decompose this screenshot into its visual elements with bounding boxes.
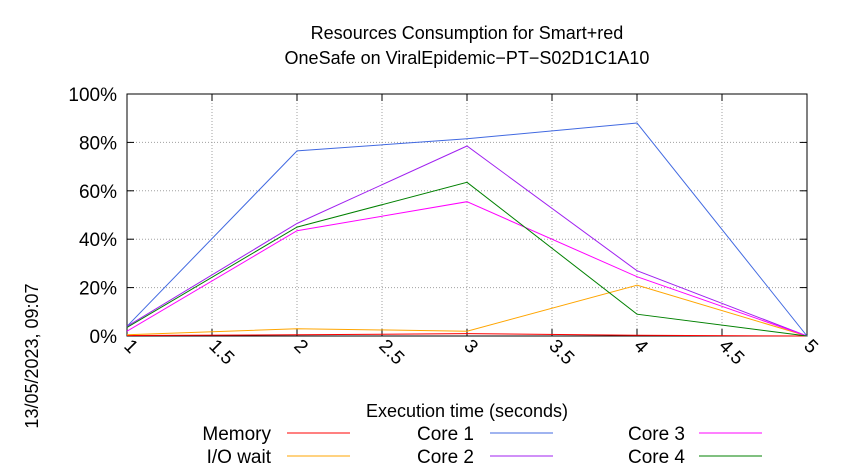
series-lines [126,122,808,337]
grid [127,94,807,336]
series-line-core-1 [126,122,808,337]
x-tick-label: 5 [799,336,821,358]
series-line-memory [126,333,808,337]
x-tick-label: 3 [459,336,481,358]
series-line-core-4 [126,181,808,337]
x-tick-label: 4 [629,336,652,359]
timestamp-label: 13/05/2023, 09:07 [22,283,42,428]
chart-title-line-1: Resources Consumption for Smart+red [311,23,624,43]
y-tick-label: 60% [79,182,117,203]
y-tick-label: 40% [79,230,117,251]
y-tick-label: 100% [68,85,117,106]
y-tick-label: 0% [90,327,118,348]
axis-ticks: 0% 20% 40% 60% 80% 100% 1 1.5 2 2.5 3 3.5 4 4.5 5 [68,85,821,369]
legend-label: Memory [202,424,271,445]
series-line-core-3 [126,201,808,337]
y-tick-label: 20% [79,279,117,300]
legend-label: Core 3 [628,424,685,445]
x-tick-label: 1 [119,336,141,358]
legend-label: I/O wait [207,447,272,468]
legend-label: Core 2 [417,447,474,468]
legend-label: Core 4 [628,447,685,468]
y-tick-label: 80% [79,133,117,154]
series-line-i-o-wait [126,284,808,337]
x-axis-label: Execution time (seconds) [366,401,568,421]
x-tick-label: 1.5 [204,336,238,370]
series-line-core-2 [126,145,808,337]
x-tick-label: 3.5 [544,336,578,370]
x-tick-label: 2.5 [374,336,408,370]
x-tick-label: 2 [289,336,311,358]
legend-label: Core 1 [417,424,474,445]
x-tick-label: 4.5 [714,336,748,370]
chart-title-line-2: OneSafe on ViralEpidemic−PT−S02D1C1A10 [285,48,650,68]
